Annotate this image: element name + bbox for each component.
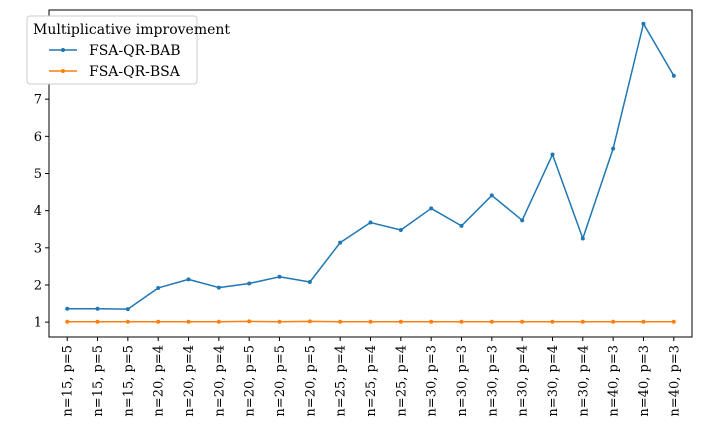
x-tick-label: n=30, p=4 xyxy=(576,345,591,417)
data-point xyxy=(65,306,70,311)
x-tick-label: n=30, p=4 xyxy=(516,345,531,417)
x-tick-label: n=30, p=3 xyxy=(455,345,470,417)
series-1 xyxy=(65,21,676,312)
data-point xyxy=(247,319,252,324)
data-point xyxy=(277,274,282,279)
x-tick-label: n=25, p=4 xyxy=(364,345,379,417)
data-point xyxy=(156,285,161,290)
x-axis: n=15, p=5 n=15, p=5 n=15, p=5 n=20, p=4 n=20… xyxy=(61,337,682,417)
x-tick-label: n=20, p=4 xyxy=(182,345,197,417)
data-point xyxy=(65,319,70,324)
x-tick-label: n=25, p=4 xyxy=(334,345,349,417)
x-tick-label: n=30, p=3 xyxy=(425,345,440,417)
data-point xyxy=(277,319,282,324)
x-tick-label: n=30, p=3 xyxy=(485,345,500,417)
data-point xyxy=(338,240,343,245)
data-point xyxy=(671,319,676,324)
y-tick-label: 1 xyxy=(34,316,42,331)
data-point xyxy=(95,319,100,324)
x-tick-label: n=20, p=5 xyxy=(243,345,258,417)
data-point xyxy=(671,73,676,78)
y-tick-label: 3 xyxy=(34,241,42,256)
x-tick-label: n=25, p=4 xyxy=(394,345,409,417)
x-tick-label: n=20, p=4 xyxy=(152,345,167,417)
x-tick-label: n=20, p=5 xyxy=(303,345,318,417)
data-point xyxy=(550,152,555,157)
data-point xyxy=(489,319,494,324)
x-tick-label: n=40, p=3 xyxy=(607,345,622,417)
legend-item: FSA-QR-BAB xyxy=(49,43,181,59)
data-point xyxy=(307,319,312,324)
data-point xyxy=(580,319,585,324)
data-point xyxy=(186,277,191,282)
data-point xyxy=(611,146,616,151)
legend-swatch-marker xyxy=(61,69,65,73)
data-point xyxy=(550,319,555,324)
data-point xyxy=(186,319,191,324)
data-point xyxy=(429,206,434,211)
data-point xyxy=(398,227,403,232)
data-point xyxy=(641,21,646,26)
data-point xyxy=(489,193,494,198)
data-point xyxy=(520,218,525,223)
x-tick-label: n=40, p=3 xyxy=(637,345,652,417)
y-tick-label: 7 xyxy=(34,93,42,108)
data-point xyxy=(156,319,161,324)
data-point xyxy=(125,307,130,312)
y-tick-label: 5 xyxy=(34,167,42,182)
x-tick-label: n=30, p=4 xyxy=(546,345,561,417)
chart-marks xyxy=(65,21,676,324)
x-tick-label: n=15, p=5 xyxy=(121,345,136,417)
legend-box xyxy=(26,15,198,85)
data-point xyxy=(429,319,434,324)
data-point xyxy=(398,319,403,324)
legend-label: FSA-QR-BAB xyxy=(89,43,181,59)
x-tick-label: n=40, p=3 xyxy=(667,345,682,417)
data-point xyxy=(368,319,373,324)
y-tick-label: 4 xyxy=(34,204,42,219)
data-point xyxy=(95,306,100,311)
data-point xyxy=(641,319,646,324)
data-point xyxy=(368,220,373,225)
data-point xyxy=(338,319,343,324)
data-point xyxy=(125,319,130,324)
series-2 xyxy=(65,319,676,324)
data-point xyxy=(520,319,525,324)
x-tick-label: n=15, p=5 xyxy=(61,345,76,417)
data-point xyxy=(459,223,464,228)
y-tick-label: 2 xyxy=(34,278,42,293)
data-point xyxy=(216,319,221,324)
legend-title: Multiplicative improvement xyxy=(33,22,230,38)
legend-label: FSA-QR-BSA xyxy=(89,64,181,80)
legend: Multiplicative improvement FSA-QR-BAB FSA… xyxy=(26,15,230,85)
data-point xyxy=(611,319,616,324)
data-point xyxy=(307,280,312,285)
data-point xyxy=(459,319,464,324)
y-tick-label: 6 xyxy=(34,130,42,145)
x-tick-label: n=15, p=5 xyxy=(91,345,106,417)
data-point xyxy=(216,285,221,290)
data-point xyxy=(247,281,252,286)
legend-swatch-marker xyxy=(61,48,65,52)
x-tick-label: n=20, p=4 xyxy=(212,345,227,417)
x-tick-label: n=20, p=5 xyxy=(273,345,288,417)
data-point xyxy=(580,236,585,241)
legend-item: FSA-QR-BSA xyxy=(49,64,181,80)
